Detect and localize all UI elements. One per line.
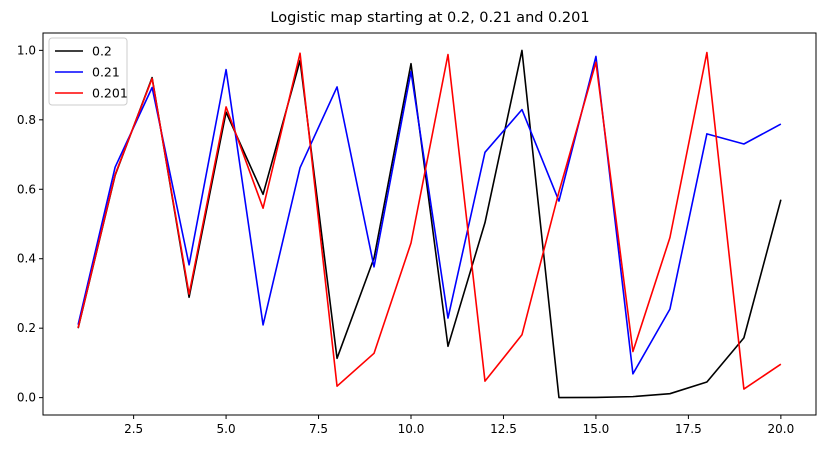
x-tick-label: 17.5 [675, 422, 702, 436]
chart-title: Logistic map starting at 0.2, 0.21 and 0… [270, 10, 589, 26]
legend-box [48, 37, 128, 106]
x-tick-label: 10.0 [398, 422, 425, 436]
legend-label-1: 0.21 [92, 65, 120, 80]
legend-label-2: 0.201 [92, 86, 128, 101]
x-tick-label: 12.5 [490, 422, 517, 436]
x-tick-label: 5.0 [217, 422, 236, 436]
x-tick-label: 20.0 [768, 422, 795, 436]
plot-frame [42, 32, 817, 416]
y-tick-label: 0.4 [17, 252, 36, 266]
y-tick-label: 0.0 [17, 391, 36, 405]
x-tick-label: 15.0 [583, 422, 610, 436]
legend-label-0: 0.2 [92, 44, 112, 59]
series-line-2 [77, 51, 782, 390]
series-lines [77, 49, 782, 399]
x-tick-label: 7.5 [309, 422, 328, 436]
series-line-1 [77, 55, 782, 375]
axes: 2.5 5.0 7.5 10.0 12.5 15.0 17.5 20.0 0.0 0.2 0.4 0.… [17, 43, 794, 436]
y-tick-label: 1.0 [17, 43, 36, 57]
x-tick-label: 2.5 [124, 422, 143, 436]
legend: 0.2 0.21 0.201 [48, 37, 128, 106]
y-tick-label: 0.8 [17, 113, 36, 127]
axes-frame [42, 32, 817, 416]
y-tick-label: 0.2 [17, 321, 36, 335]
y-tick-label: 0.6 [17, 182, 36, 196]
